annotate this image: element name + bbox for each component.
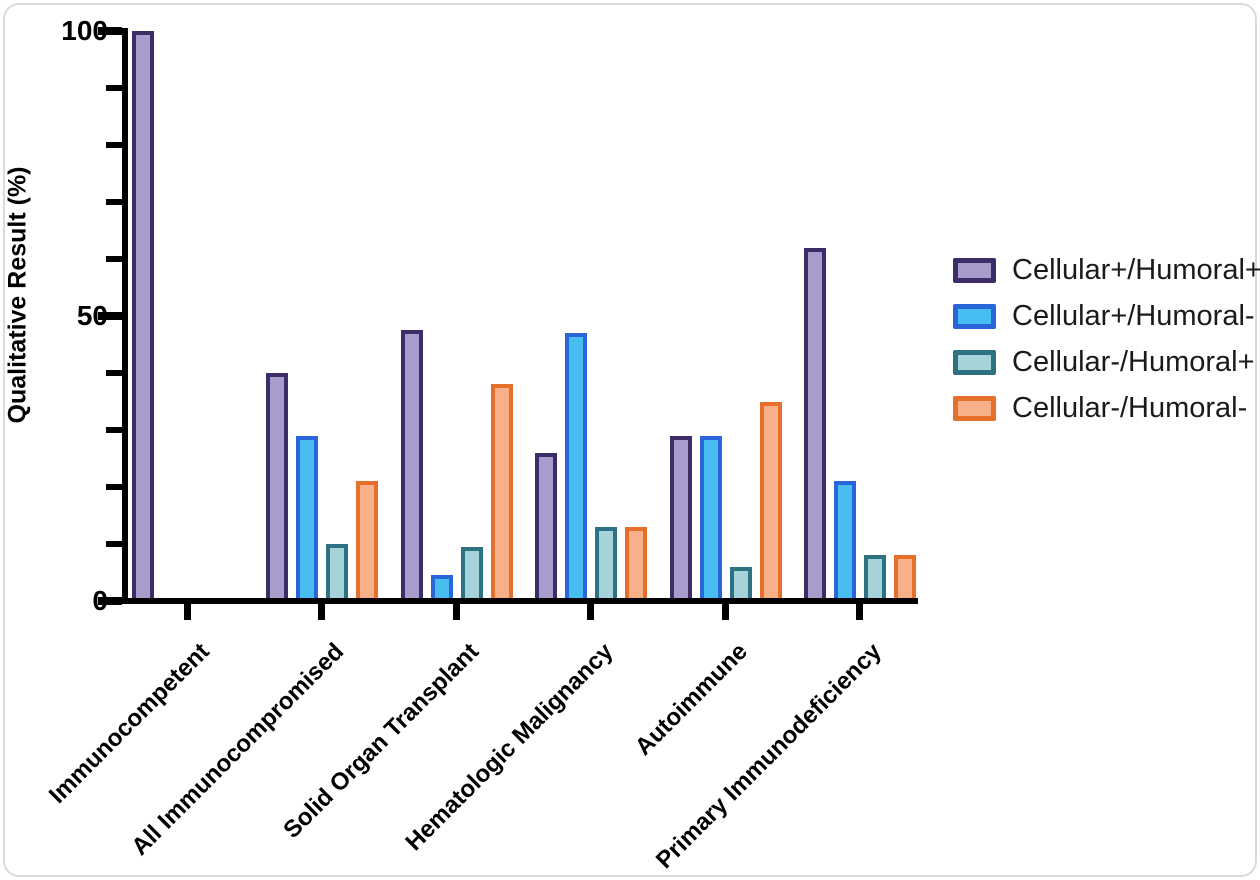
y-axis-title: Qualitative Result (%) <box>3 166 32 424</box>
bar-cellular-humoral- <box>266 373 288 604</box>
y-tick-label: 50 <box>76 300 108 331</box>
legend-label: Cellular-/Humoral+ <box>1012 345 1255 378</box>
legend-label: Cellular+/Humoral- <box>1012 299 1255 332</box>
x-category-tick <box>722 604 729 620</box>
y-minor-tick <box>106 484 122 490</box>
bar-cellular-humoral- <box>296 435 318 604</box>
legend-swatch <box>953 349 996 375</box>
bar-cellular-humoral- <box>670 435 692 604</box>
bar-cellular-humoral- <box>760 401 782 604</box>
y-major-tick <box>98 597 122 605</box>
bar-cellular-humoral- <box>535 452 557 604</box>
x-category-tick <box>318 604 325 620</box>
legend-item: Cellular-/Humoral- <box>953 391 1248 424</box>
bar-cellular-humoral- <box>864 555 886 604</box>
x-axis-line <box>122 598 918 604</box>
bar-cellular-humoral- <box>894 555 916 604</box>
legend-swatch <box>953 257 996 283</box>
legend-swatch <box>953 303 996 329</box>
y-axis-line <box>122 28 128 604</box>
bar-cellular-humoral- <box>401 330 423 604</box>
x-category-tick <box>856 604 863 620</box>
x-category-tick <box>184 604 191 620</box>
bar-cellular-humoral- <box>326 544 348 604</box>
y-minor-tick <box>106 199 122 205</box>
y-major-tick <box>98 312 122 320</box>
y-minor-tick <box>106 370 122 376</box>
legend-item: Cellular-/Humoral+ <box>953 345 1255 378</box>
bar-cellular-humoral- <box>625 526 647 604</box>
y-minor-tick <box>106 256 122 262</box>
bar-cellular-humoral- <box>834 481 856 604</box>
category-label: Primary Immunodeficiency <box>651 638 888 875</box>
legend-swatch <box>953 395 996 421</box>
x-category-tick <box>453 604 460 620</box>
legend-item: Cellular+/Humoral+ <box>953 253 1260 286</box>
bar-cellular-humoral- <box>565 333 587 604</box>
bar-cellular-humoral- <box>804 247 826 604</box>
bar-cellular-humoral- <box>491 384 513 604</box>
category-label: Autoimmune <box>630 638 754 761</box>
y-tick-label: 0 <box>30 586 108 616</box>
bar-cellular-humoral- <box>595 526 617 604</box>
bar-cellular-humoral- <box>700 435 722 604</box>
x-category-tick <box>587 604 594 620</box>
y-tick-label: 100 <box>61 15 108 46</box>
bar-cellular-humoral- <box>132 31 154 604</box>
legend-label: Cellular-/Humoral- <box>1012 391 1248 424</box>
y-major-tick <box>98 27 122 35</box>
y-minor-tick <box>106 541 122 547</box>
y-minor-tick <box>106 85 122 91</box>
bar-cellular-humoral- <box>461 546 483 604</box>
legend-item: Cellular+/Humoral- <box>953 299 1255 332</box>
bar-cellular-humoral- <box>356 481 378 604</box>
legend-label: Cellular+/Humoral+ <box>1012 253 1260 286</box>
y-minor-tick <box>106 142 122 148</box>
category-label: All Immunocompromised <box>126 638 350 861</box>
y-minor-tick <box>106 427 122 433</box>
